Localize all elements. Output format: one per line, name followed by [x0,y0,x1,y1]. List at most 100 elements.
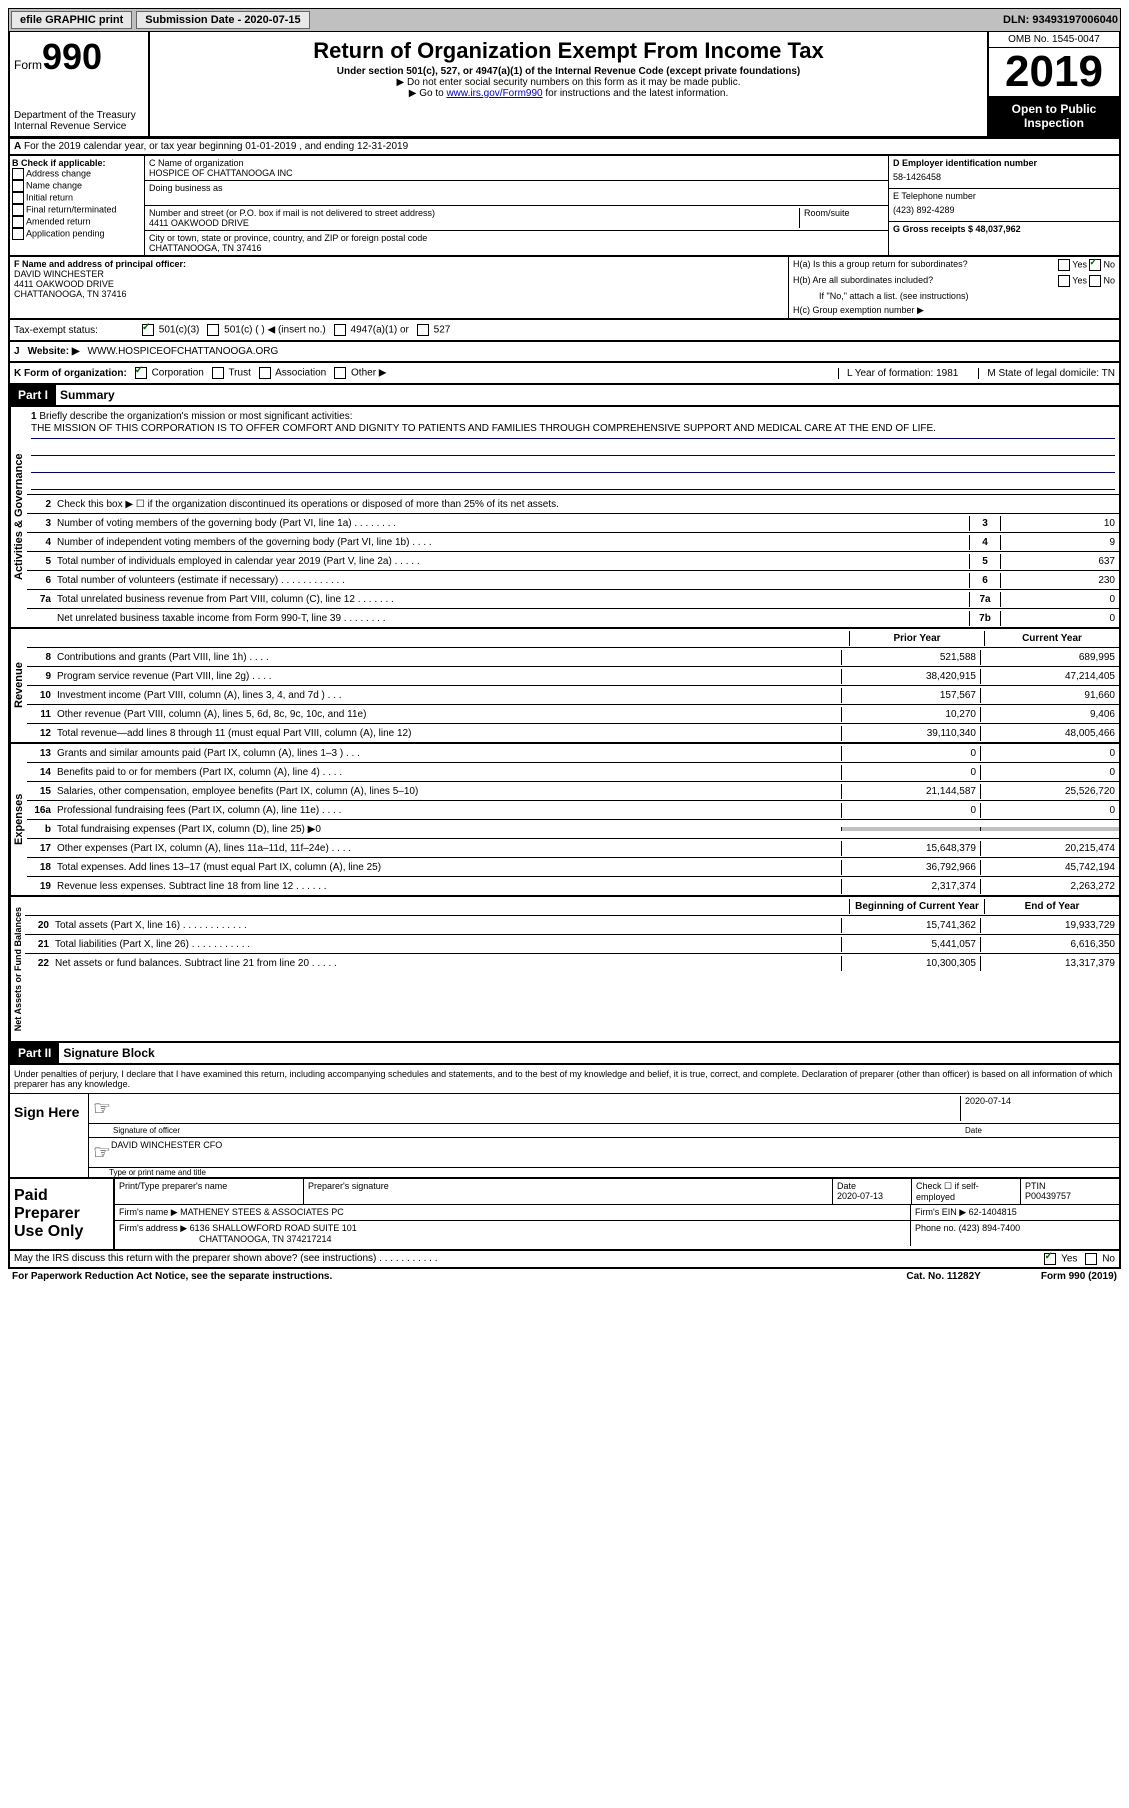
check-pending: Application pending [12,228,142,240]
discuss-row: May the IRS discuss this return with the… [8,1251,1121,1269]
prior-current-header: Prior Year Current Year [27,629,1119,648]
officer-name: DAVID WINCHESTER [14,269,784,279]
corp: Corporation [135,367,204,379]
form-subtitle: Under section 501(c), 527, or 4947(a)(1)… [154,66,983,77]
instr-2: ▶ Go to www.irs.gov/Form990 for instruct… [154,88,983,99]
irs-link[interactable]: www.irs.gov/Form990 [446,88,542,99]
vert-activities: Activities & Governance [10,407,27,627]
paid-preparer: Paid Preparer Use Only Print/Type prepar… [8,1179,1121,1251]
gross-cell: G Gross receipts $ 48,037,962 [889,222,1119,236]
header-right: OMB No. 1545-0047 2019 Open to Public In… [987,32,1119,136]
ein-cell: D Employer identification number 58-1426… [889,156,1119,189]
begin-year-header: Beginning of Current Year [849,899,984,914]
firm-addr-row: Firm's address ▶ 6136 SHALLOWFORD ROAD S… [115,1221,1119,1246]
firm-ein: 62-1404815 [969,1207,1017,1217]
mission-box: 1 Briefly describe the organization's mi… [27,407,1119,495]
revenue-section: Revenue Prior Year Current Year 8Contrib… [8,629,1121,744]
prep-sig-label: Preparer's signature [308,1181,828,1191]
header-left: Form990 Department of the Treasury Inter… [10,32,150,136]
check-amended: Amended return [12,216,142,228]
summary-line: 20Total assets (Part X, line 16) . . . .… [25,916,1119,935]
begin-end-header: Beginning of Current Year End of Year [25,897,1119,916]
check-address: Address change [12,168,142,180]
firm-name-label: Firm's name ▶ [119,1207,178,1217]
discuss-no: No [1085,1253,1115,1265]
mission-text: THE MISSION OF THIS CORPORATION IS TO OF… [31,422,1115,439]
summary-line: 11Other revenue (Part VIII, column (A), … [27,705,1119,724]
h-c: H(c) Group exemption number ▶ [789,303,1119,318]
ptin: P00439757 [1025,1191,1115,1201]
type-name-label: Type or print name and title [89,1168,1119,1177]
phone-cell: E Telephone number (423) 892-4289 [889,189,1119,222]
form-header: Form990 Department of the Treasury Inter… [8,32,1121,138]
form-number: Form990 [14,36,144,78]
ein: 58-1426458 [893,168,1115,186]
top-bar: efile GRAPHIC print Submission Date - 20… [8,8,1121,32]
sign-here-row: Sign Here ☞ 2020-07-14 Signature of offi… [10,1093,1119,1177]
tax-year: 2019 [989,48,1119,96]
org-name-row: C Name of organization HOSPICE OF CHATTA… [145,156,888,181]
sig-officer-label: Signature of officer Date [89,1124,1119,1137]
summary-line: 4Number of independent voting members of… [27,533,1119,552]
addr-row: Number and street (or P.O. box if mail i… [145,206,888,231]
omb-number: OMB No. 1545-0047 [989,32,1119,48]
paperwork-notice: For Paperwork Reduction Act Notice, see … [12,1271,906,1282]
form-footer: Form 990 (2019) [1041,1271,1117,1282]
firm-addr2: CHATTANOOGA, TN 374217214 [119,1234,906,1244]
summary-line: 15Salaries, other compensation, employee… [27,782,1119,801]
assoc: Association [259,367,326,379]
dept-treasury: Department of the Treasury Internal Reve… [14,110,144,132]
501c: 501(c) ( ) ◀ (insert no.) [207,324,325,336]
end-year-header: End of Year [984,899,1119,914]
officer-addr2: CHATTANOOGA, TN 37416 [14,289,784,299]
website-value: WWW.HOSPICEOFCHATTANOOGA.ORG [88,346,279,357]
phone: (423) 892-4289 [893,201,1115,219]
section-j: J Website: ▶ WWW.HOSPICEOFCHATTANOOGA.OR… [8,342,1121,363]
sign-here-label: Sign Here [10,1094,89,1177]
part2-label: Part II [10,1043,59,1063]
instr2-pre: ▶ Go to [409,88,447,99]
trust: Trust [212,367,251,379]
section-d: D Employer identification number 58-1426… [888,156,1119,255]
tax-exempt-row: Tax-exempt status: 501(c)(3) 501(c) ( ) … [8,320,1121,342]
phone-label: E Telephone number [893,191,1115,201]
netassets-section: Net Assets or Fund Balances Beginning of… [8,897,1121,1043]
summary-line: 5Total number of individuals employed in… [27,552,1119,571]
officer-label: F Name and address of principal officer: [14,259,186,269]
city: CHATTANOOGA, TN 37416 [149,243,884,253]
summary-line: 16aProfessional fundraising fees (Part I… [27,801,1119,820]
submission-date: Submission Date - 2020-07-15 [136,11,309,29]
h-b: H(b) Are all subordinates included? Yes … [789,273,1119,289]
org-name: HOSPICE OF CHATTANOOGA INC [149,168,884,178]
prep-row-1: Print/Type preparer's name Preparer's si… [115,1179,1119,1205]
summary-line: 19Revenue less expenses. Subtract line 1… [27,877,1119,895]
firm-addr1: 6136 SHALLOWFORD ROAD SUITE 101 [190,1223,357,1233]
room-label: Room/suite [799,208,884,228]
summary-line: 22Net assets or fund balances. Subtract … [25,954,1119,972]
section-b-label: B Check if applicable: [12,158,106,168]
summary-line: 12Total revenue—add lines 8 through 11 (… [27,724,1119,742]
part1-label: Part I [10,385,56,405]
section-f: F Name and address of principal officer:… [10,257,788,318]
check-final: Final return/terminated [12,204,142,216]
section-k: K Form of organization: Corporation Trus… [8,363,1121,385]
part1-title: Summary [60,388,115,402]
discuss-yes: Yes [1044,1253,1077,1265]
firm-name: MATHENEY STEES & ASSOCIATES PC [180,1207,344,1217]
section-bcd: B Check if applicable: Address change Na… [8,156,1121,257]
summary-line: 18Total expenses. Add lines 13–17 (must … [27,858,1119,877]
501c3: 501(c)(3) [142,324,199,336]
firm-phone: (423) 894-7400 [959,1223,1021,1233]
footer: For Paperwork Reduction Act Notice, see … [8,1269,1121,1284]
form-label: Form [14,58,42,72]
firm-phone-label: Phone no. [915,1223,956,1233]
summary-line: 21Total liabilities (Part X, line 26) . … [25,935,1119,954]
form-990-number: 990 [42,36,102,77]
mission-label: Briefly describe the organization's miss… [39,411,352,422]
summary-line: 3Number of voting members of the governi… [27,514,1119,533]
cat-no: Cat. No. 11282Y [906,1271,980,1282]
form-title: Return of Organization Exempt From Incom… [154,38,983,64]
org-name-label: C Name of organization [149,158,884,168]
prior-year-header: Prior Year [849,631,984,646]
city-row: City or town, state or province, country… [145,231,888,255]
